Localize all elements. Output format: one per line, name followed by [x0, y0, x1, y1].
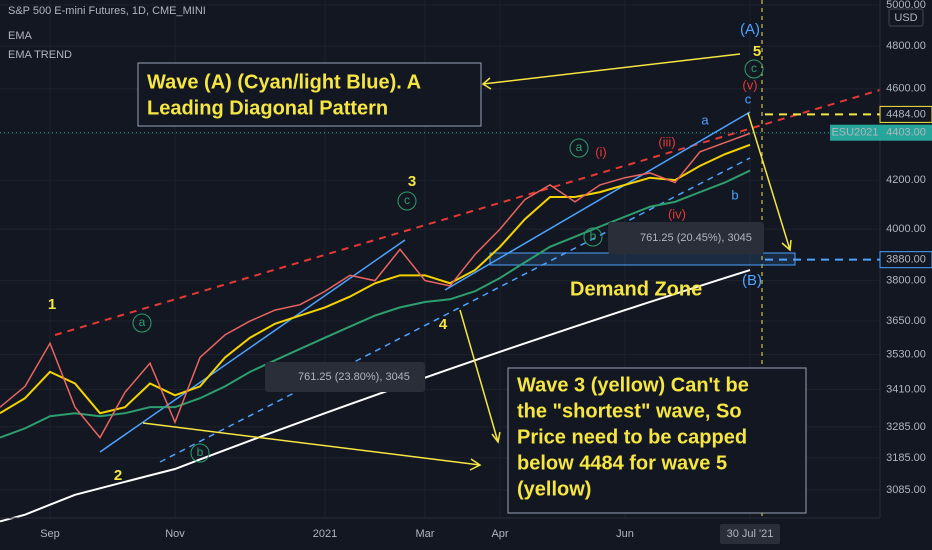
- indicator-label: EMA TREND: [8, 49, 72, 61]
- series-line: [0, 269, 751, 523]
- currency: USD: [894, 12, 917, 24]
- y-tick-label: 3185.00: [886, 452, 926, 464]
- wave-label: a: [576, 140, 583, 154]
- symbol-label: ESU2021: [831, 127, 878, 139]
- price-badge: [880, 124, 932, 141]
- indicator-label: EMA: [8, 30, 33, 42]
- wave-label: (iv): [668, 206, 686, 221]
- note: below 4484 for wave 5: [517, 452, 727, 474]
- level-label: 3880.00: [886, 254, 926, 266]
- y-tick-label: 5000.00: [886, 0, 926, 11]
- trend-line: [54, 89, 881, 336]
- wave-label: (v): [742, 77, 757, 92]
- symbol-badge: [830, 124, 880, 141]
- y-tick-label: 4200.00: [886, 174, 926, 186]
- wave-label: c: [751, 61, 757, 75]
- level-label: 4484.00: [886, 108, 926, 120]
- wave-label: a: [701, 112, 709, 127]
- level-badge: [879, 105, 932, 123]
- y-tick-label: 4600.00: [886, 83, 926, 95]
- wave-label: (iii): [658, 134, 675, 149]
- wave-label: c: [404, 193, 410, 207]
- wave-label: b: [731, 187, 738, 202]
- y-tick-label: 4800.00: [886, 40, 926, 52]
- note: Wave 3 (yellow) Can't be: [517, 374, 749, 396]
- note-box: [137, 62, 482, 127]
- demand-zone-label: Demand Zone: [570, 278, 702, 300]
- trend-line: [159, 157, 751, 463]
- y-tick-label: 3085.00: [886, 484, 926, 496]
- wave-label: 4: [439, 316, 448, 333]
- y-tick-label: 3410.00: [886, 383, 926, 395]
- wave-label: c: [745, 91, 752, 106]
- trend-line: [444, 111, 751, 291]
- series-line: [0, 132, 751, 439]
- wave-label: (A): [740, 21, 760, 38]
- level-badge: [879, 251, 932, 269]
- x-tick-label: Apr: [491, 528, 508, 540]
- note: Leading Diagonal Pattern: [147, 97, 388, 119]
- price-label: 4403.00: [886, 127, 926, 139]
- y-tick-label: 4000.00: [886, 223, 926, 235]
- series-line: [0, 169, 751, 439]
- series-line: [0, 143, 751, 415]
- wave-label: b: [197, 445, 204, 459]
- chart-title: S&P 500 E-mini Futures, 1D, CME_MINI: [8, 5, 206, 17]
- trend-line: [99, 239, 406, 453]
- y-tick-label: 3530.00: [886, 349, 926, 361]
- wave-label: a: [139, 315, 146, 329]
- wave-circles: [132, 59, 764, 463]
- y-tick-label: 3285.00: [886, 421, 926, 433]
- wave-label: (i): [595, 144, 607, 159]
- wave-label: b: [590, 229, 597, 243]
- currency-box: [888, 8, 924, 27]
- x-tick-label: Sep: [40, 528, 60, 540]
- date-badge: [720, 524, 780, 544]
- x-tick-label: Jun: [616, 528, 634, 540]
- wave-label: 5: [753, 43, 761, 60]
- note-box: [507, 367, 807, 514]
- wave-label: (B): [742, 272, 762, 289]
- y-tick-label: 3800.00: [886, 275, 926, 287]
- measure-box: [265, 362, 425, 392]
- note: the "shortest" wave, So: [517, 400, 742, 422]
- wave-label: 3: [408, 173, 416, 190]
- measure-box: [608, 222, 764, 254]
- wave-label: 2: [114, 467, 122, 484]
- x-tick-label: 30 Jul '21: [727, 528, 774, 540]
- x-tick-label: Nov: [165, 528, 185, 540]
- measure-label: 761.25 (23.80%), 3045: [298, 371, 410, 383]
- measure-label: 761.25 (20.45%), 3045: [640, 232, 752, 244]
- note: Price need to be capped: [517, 426, 747, 448]
- arrows: [142, 53, 792, 471]
- wave-label: 1: [48, 296, 56, 313]
- note: (yellow): [517, 478, 591, 500]
- x-tick-label: Mar: [416, 528, 435, 540]
- note: Wave (A) (Cyan/light Blue). A: [147, 71, 421, 93]
- x-tick-label: 2021: [313, 528, 337, 540]
- y-tick-label: 3650.00: [886, 315, 926, 327]
